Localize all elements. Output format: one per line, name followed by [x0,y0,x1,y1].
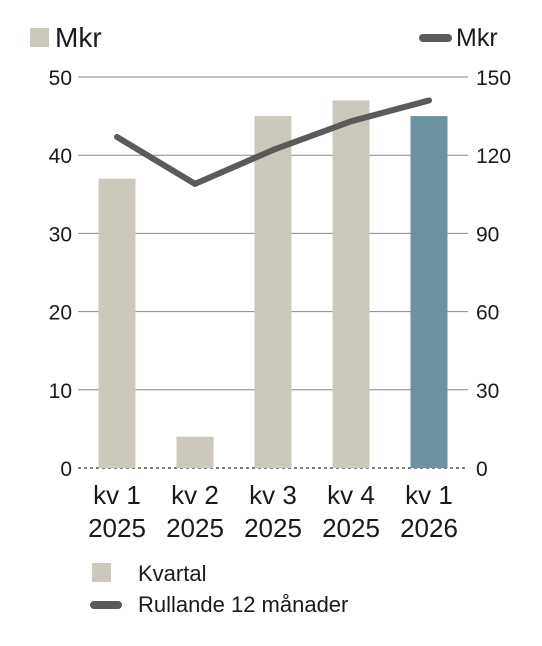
left-unit-swatch [30,28,49,47]
left-tick-label: 0 [60,458,72,481]
left-tick-label: 10 [49,380,72,403]
bar [98,178,136,468]
left-tick-label: 20 [49,302,72,325]
category-label: kv 2 2025 [166,480,224,543]
x-axis: kv 1 2025 kv 2 2025 kv 3 2025 kv 4 2025 kv 1 2026 [88,480,458,543]
line-series-rullande [114,97,432,187]
category-label: kv 3 2025 [244,480,302,543]
left-axis: 0 10 20 30 40 50 [49,67,72,481]
category-label: kv 1 2025 [88,480,146,543]
left-tick-label: 50 [49,67,72,90]
bar [254,116,292,468]
right-tick-label: 150 [476,67,511,90]
right-tick-label: 120 [476,145,511,168]
bar [332,100,370,469]
bar [410,116,448,468]
legend-line-label: Rullande 12 månader [138,592,348,617]
right-tick-label: 90 [476,223,499,246]
legend-bar-label: Kvartal [138,561,206,586]
right-tick-label: 30 [476,380,499,403]
right-axis-unit: Mkr [456,24,498,52]
right-tick-label: 0 [476,458,488,481]
left-tick-label: 40 [49,145,72,168]
left-axis-unit: Mkr [55,22,102,53]
category-label: kv 1 2026 [400,480,458,543]
bar-series-kvartal [98,100,448,469]
right-axis: 0 30 60 90 120 150 [476,67,511,481]
legend: Kvartal Rullande 12 månader [90,561,348,617]
right-tick-label: 60 [476,302,499,325]
left-tick-label: 30 [49,223,72,246]
legend-bar-swatch [92,563,111,582]
bar [176,436,214,468]
category-label: kv 4 2025 [322,480,380,543]
